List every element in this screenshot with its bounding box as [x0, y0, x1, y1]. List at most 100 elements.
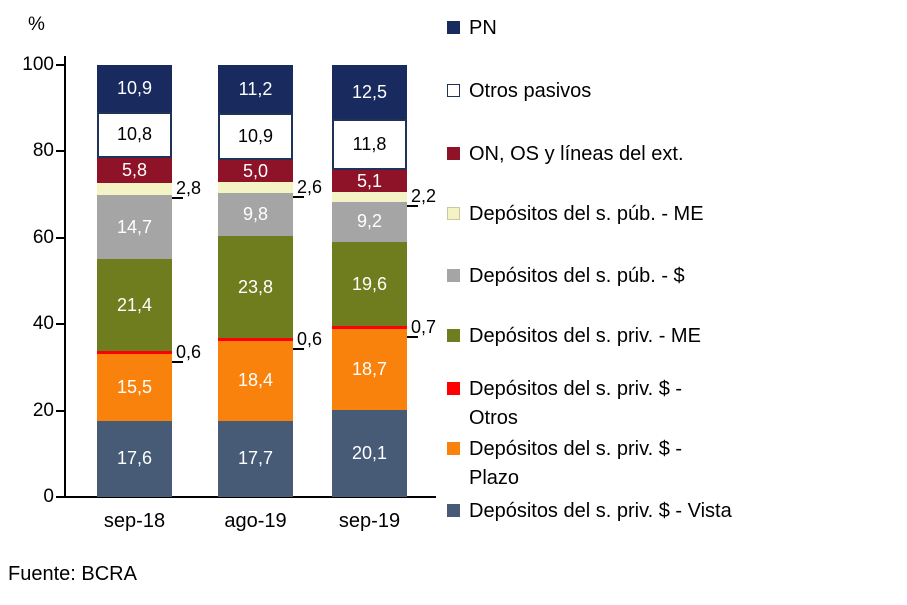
bar-segment-label: 18,4 — [237, 370, 274, 391]
legend-item: Depósitos del s. priv. $ - Vista — [447, 497, 732, 526]
bar-segment: 9,8 — [218, 193, 293, 236]
legend-swatch — [447, 442, 460, 455]
leader-line — [172, 197, 183, 200]
legend-item: Depósitos del s. priv. - ME — [447, 322, 701, 351]
leader-line — [407, 205, 418, 208]
y-tick-label: 40 — [32, 313, 54, 335]
bar-segment-label: 9,8 — [242, 203, 269, 224]
y-tick-mark — [56, 409, 65, 412]
y-tick-label: 0 — [43, 486, 54, 507]
bar-segment-label: 23,8 — [237, 276, 274, 297]
bar-segment — [218, 338, 293, 342]
x-category-label: ago-19 — [224, 510, 287, 532]
bar-segment: 11,8 — [332, 119, 407, 171]
bar-segment: 18,7 — [332, 329, 407, 411]
bar-segment-label: 20,1 — [351, 443, 388, 464]
bar-segment-label: 18,7 — [351, 359, 388, 380]
x-category-label: sep-19 — [338, 510, 401, 532]
y-axis-unit-label: % — [28, 14, 45, 35]
legend-label: Depósitos del s. púb. - ME — [469, 203, 704, 225]
bar-segment-label: 11,8 — [352, 134, 387, 155]
bar-segment-label: 5,0 — [242, 160, 269, 181]
legend-label: Depósitos del s. púb. - $ — [469, 265, 685, 287]
bar-segment: 9,2 — [332, 201, 407, 242]
bar-segment: 5,1 — [332, 170, 407, 193]
legend-label: Otros pasivos — [469, 80, 592, 102]
legend-swatch — [447, 269, 460, 282]
legend-swatch — [447, 147, 460, 160]
outside-value-label: 0,6 — [297, 328, 323, 349]
bar-segment: 21,4 — [97, 258, 172, 352]
outside-value-label: 2,2 — [411, 186, 437, 207]
bar-segment — [97, 183, 172, 196]
legend-item: Depósitos del s. púb. - ME — [447, 200, 704, 229]
bar-segment-label: 10,9 — [237, 126, 274, 147]
legend-item: Depósitos del s. priv. $ - Otros — [447, 375, 682, 433]
bar-segment: 18,4 — [218, 341, 293, 421]
outside-value-label: 2,8 — [176, 178, 202, 199]
x-axis-line — [64, 496, 436, 498]
bar-segment: 5,0 — [218, 160, 293, 183]
outside-value-label: 0,6 — [176, 341, 202, 362]
legend-label: Depósitos del s. priv. $ - Otros — [469, 378, 683, 429]
y-tick-mark — [56, 150, 65, 153]
bar-segment: 12,5 — [332, 65, 407, 120]
bar-segment-label: 17,7 — [237, 448, 274, 469]
bar-segment-label: 5,1 — [356, 170, 383, 191]
outside-value-label: 2,6 — [297, 176, 323, 197]
bar-segment-label: 5,8 — [121, 160, 148, 181]
y-tick-mark — [56, 64, 65, 66]
bar-segment: 17,6 — [97, 420, 172, 497]
legend-label: Depósitos del s. priv. $ - Vista — [469, 500, 732, 522]
bar-segment: 17,7 — [218, 420, 293, 497]
legend-label: PN — [469, 17, 497, 39]
bar-segment: 5,8 — [97, 158, 172, 184]
bar-segment: 20,1 — [332, 410, 407, 497]
legend-item: Depósitos del s. priv. $ - Plazo — [447, 435, 682, 493]
leader-line — [407, 335, 418, 338]
leader-line — [293, 195, 304, 198]
legend-swatch — [447, 207, 460, 220]
y-axis-line — [64, 56, 66, 498]
bar-segment: 14,7 — [97, 195, 172, 259]
y-tick-label: 100 — [22, 54, 54, 75]
outside-value-label: 0,7 — [411, 316, 437, 337]
legend-item: ON, OS y líneas del ext. — [447, 140, 684, 169]
bar-segment-label: 10,8 — [116, 124, 153, 145]
legend-label: Depósitos del s. priv. $ - Plazo — [469, 438, 683, 489]
bar-segment-label: 15,5 — [116, 376, 153, 397]
legend-swatch — [447, 504, 460, 517]
y-tick-mark — [56, 496, 65, 498]
bar-segment — [218, 182, 293, 194]
bar-segment-label: 14,7 — [116, 216, 153, 237]
bar-segment-label: 17,6 — [116, 448, 153, 469]
legend-item: Depósitos del s. púb. - $ — [447, 262, 685, 291]
bar-segment — [97, 351, 172, 354]
bar-segment — [332, 192, 407, 202]
bar-segment-label: 10,9 — [116, 77, 153, 98]
legend-label: Depósitos del s. priv. - ME — [469, 325, 701, 347]
x-category-label: sep-18 — [103, 510, 166, 532]
legend-swatch — [447, 382, 460, 395]
bar-segment: 10,8 — [97, 111, 172, 159]
source-note: Fuente: BCRA — [8, 563, 137, 585]
bar-segment: 10,9 — [97, 64, 172, 112]
y-tick-mark — [56, 236, 65, 239]
bar-segment: 15,5 — [97, 354, 172, 421]
legend-swatch — [447, 21, 460, 34]
legend-label: ON, OS y líneas del ext. — [469, 143, 684, 165]
bar-segment: 11,2 — [218, 65, 293, 114]
legend-item: Otros pasivos — [447, 77, 591, 106]
bar-segment: 23,8 — [218, 235, 293, 339]
y-tick-label: 20 — [32, 399, 54, 421]
bar-segment — [332, 326, 407, 330]
legend-item: PN — [447, 14, 497, 43]
legend-swatch — [447, 329, 460, 342]
legend-swatch — [447, 84, 460, 97]
y-tick-label: 80 — [32, 140, 54, 162]
bar-segment-label: 11,2 — [238, 78, 273, 99]
bar-segment-label: 9,2 — [356, 211, 383, 232]
